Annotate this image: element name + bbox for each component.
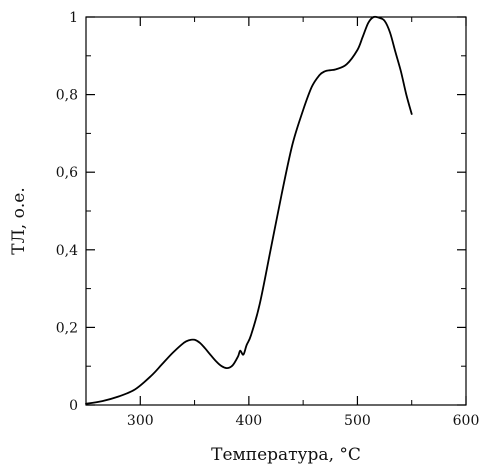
x-tick-label: 600 [453,413,480,429]
y-axis-label: ТЛ, о.е. [9,187,29,254]
x-tick-label: 500 [344,413,371,429]
y-tick-label: 0 [69,398,78,414]
y-tick-label: 0,2 [56,320,78,336]
x-axis-label: Температура, °С [211,445,361,465]
x-tick-label: 300 [127,413,154,429]
axis-tick-labels: 300 400 500 600 0 0,2 0,4 0,6 0,8 1 [56,10,480,429]
series-line [85,15,413,405]
axis-ticks [85,16,467,406]
plot-frame [85,16,467,406]
y-tick-label: 0,4 [56,243,78,259]
y-tick-label: 0,8 [56,88,78,104]
y-tick-label: 1 [69,10,78,26]
y-tick-label: 0,6 [56,165,78,181]
x-tick-label: 400 [235,413,262,429]
